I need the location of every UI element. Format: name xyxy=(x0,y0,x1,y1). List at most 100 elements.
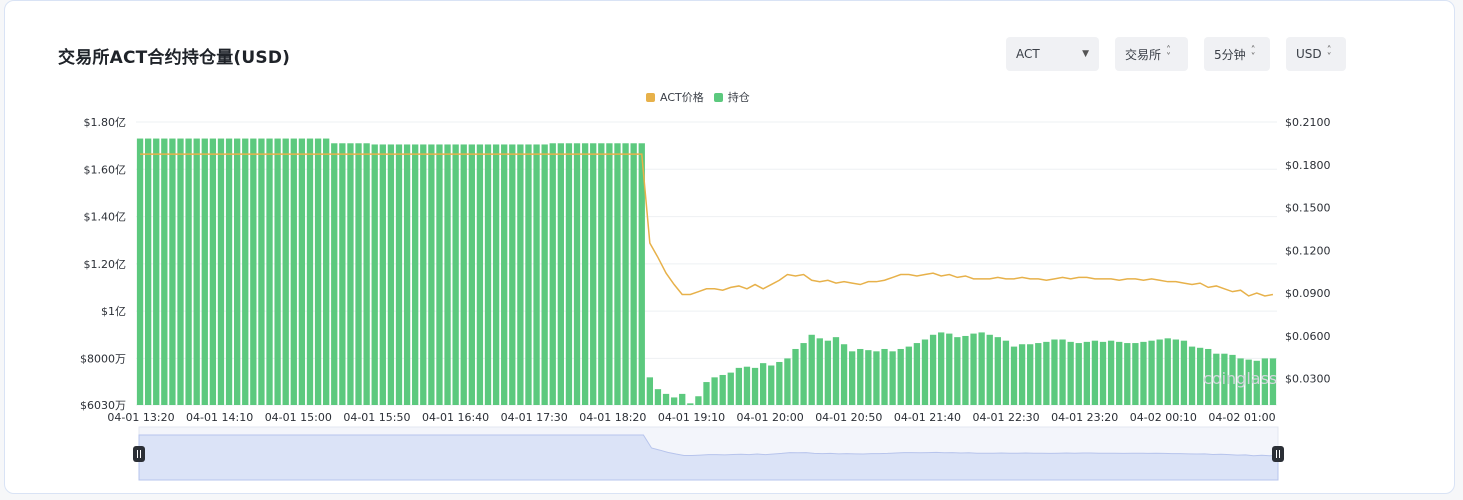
oi-bar xyxy=(363,143,370,405)
oi-bar xyxy=(323,138,330,406)
oi-bar xyxy=(225,138,233,406)
oi-bar xyxy=(938,332,945,405)
oi-bar xyxy=(371,144,378,405)
exchange-select[interactable]: 交易所 ˄ ˅ xyxy=(1115,37,1188,71)
oi-bar xyxy=(630,143,637,405)
oi-bar xyxy=(873,351,880,405)
oi-bar xyxy=(1196,347,1204,405)
oi-bar xyxy=(573,143,581,405)
oi-bar xyxy=(468,144,475,405)
y-left-tick-label: $1.80亿 xyxy=(84,116,127,129)
oi-bar xyxy=(298,138,306,406)
handle-grip xyxy=(133,446,145,462)
unit-select[interactable]: USD ˄ ˅ xyxy=(1286,37,1346,71)
oi-bar xyxy=(1027,344,1034,405)
navigator-left-handle[interactable] xyxy=(133,446,145,462)
oi-bar xyxy=(1205,348,1212,405)
watermark: coinglass xyxy=(1203,369,1277,388)
oi-bar xyxy=(460,144,467,405)
oi-bar xyxy=(387,144,395,405)
price-series-line xyxy=(140,153,1274,297)
oi-bar xyxy=(144,138,152,406)
oi-bar xyxy=(347,143,354,405)
navigator-right-handle[interactable] xyxy=(1272,446,1284,462)
oi-bar xyxy=(986,334,993,405)
legend-swatch-price xyxy=(646,92,655,102)
oi-bar xyxy=(1229,354,1236,405)
legend-item-oi[interactable]: 持仓 xyxy=(713,89,750,105)
coin-select[interactable]: ACT ▼ xyxy=(1006,37,1099,71)
x-tick-label: 04-01 23:20 xyxy=(1051,411,1118,424)
oi-bar xyxy=(1261,358,1269,405)
oi-bar xyxy=(865,350,872,405)
oi-bar xyxy=(913,343,921,405)
oi-bar xyxy=(687,403,694,405)
chart-legend: ACT价格 持仓 xyxy=(646,89,760,105)
legend-item-price[interactable]: ACT价格 xyxy=(646,89,704,105)
oi-bar xyxy=(492,144,500,405)
oi-bar xyxy=(889,351,896,405)
x-tick-label: 04-01 15:00 xyxy=(265,411,332,424)
oi-bar xyxy=(533,144,540,405)
oi-bar xyxy=(654,389,662,405)
y-right-tick-label: $0.1500 xyxy=(1285,202,1331,215)
oi-bar xyxy=(355,143,362,405)
oi-bar xyxy=(581,143,589,405)
oi-bar xyxy=(177,138,184,406)
interval-select-value: 5分钟 xyxy=(1214,47,1246,62)
page-title: 交易所ACT合约持仓量(USD) xyxy=(58,48,291,68)
oi-bar xyxy=(590,143,597,405)
oi-bar xyxy=(638,143,645,405)
oi-bar xyxy=(250,138,257,406)
oi-bar xyxy=(274,138,281,406)
oi-bar xyxy=(306,138,314,406)
oi-bar xyxy=(719,374,726,405)
oi-bar xyxy=(484,144,492,405)
oi-bar xyxy=(153,138,160,406)
oi-bar xyxy=(193,138,200,406)
oi-bar xyxy=(509,144,516,405)
x-tick-label: 04-01 17:30 xyxy=(501,411,568,424)
interval-select[interactable]: 5分钟 ˄ ˅ xyxy=(1204,37,1270,71)
oi-bar xyxy=(201,138,208,406)
oi-bar xyxy=(849,351,856,405)
x-tick-label: 04-01 22:30 xyxy=(972,411,1039,424)
oi-bar xyxy=(1010,346,1018,405)
oi-bar xyxy=(557,143,564,405)
oi-bar xyxy=(994,337,1001,405)
oi-bar xyxy=(217,138,225,406)
oi-bar xyxy=(743,366,751,405)
y-right-tick-label: $0.1200 xyxy=(1285,244,1331,257)
oi-bar xyxy=(1253,360,1260,405)
y-right-tick-label: $0.2100 xyxy=(1285,116,1331,129)
oi-bar xyxy=(897,348,904,405)
oi-bar xyxy=(800,343,807,405)
oi-bar xyxy=(735,367,743,405)
oi-bar xyxy=(428,144,435,405)
oi-bar xyxy=(970,333,977,405)
oi-bar xyxy=(1164,338,1171,405)
oi-bar xyxy=(290,138,297,406)
oi-bar xyxy=(1075,343,1082,405)
oi-bar xyxy=(339,143,346,405)
oi-bar xyxy=(792,348,799,405)
oi-bar xyxy=(1140,341,1147,405)
oi-bar xyxy=(1091,340,1099,405)
oi-bar xyxy=(136,138,144,406)
x-tick-label: 04-01 20:50 xyxy=(815,411,882,424)
oi-bar xyxy=(1269,358,1277,405)
legend-swatch-oi xyxy=(713,92,723,102)
coin-select-value: ACT xyxy=(1016,47,1040,61)
oi-bar xyxy=(1107,340,1115,405)
oi-bar xyxy=(209,138,217,406)
x-tick-label: 04-01 18:20 xyxy=(579,411,646,424)
oi-bar xyxy=(1172,339,1179,405)
oi-bar xyxy=(379,144,386,405)
oi-bar xyxy=(476,144,484,405)
oi-bar xyxy=(662,393,670,405)
oi-bar xyxy=(1116,341,1123,405)
oi-bar xyxy=(727,372,734,405)
oi-bar xyxy=(1051,339,1058,405)
oi-bar xyxy=(1099,341,1107,405)
